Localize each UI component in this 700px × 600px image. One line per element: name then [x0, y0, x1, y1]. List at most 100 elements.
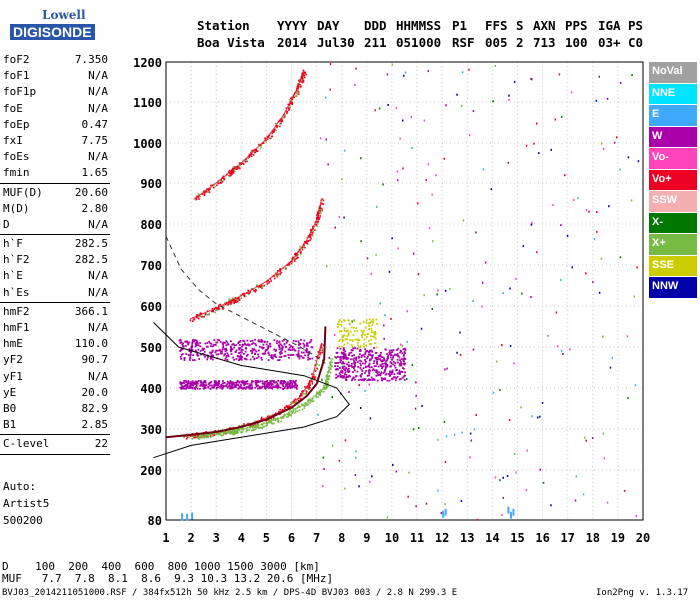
legend-item-ssw: SSW — [649, 191, 697, 212]
spread-f-echo — [402, 357, 405, 360]
spread-f-echo — [255, 357, 258, 360]
trace-echo — [318, 218, 320, 221]
spread-f-echo — [285, 382, 288, 385]
spread-f-echo — [366, 374, 369, 377]
x-tick-label: 3 — [213, 531, 220, 545]
spread-f-echo — [238, 344, 241, 346]
trace-echo — [235, 428, 237, 431]
noise-echo — [425, 502, 428, 505]
spread-f-echo — [340, 370, 342, 373]
spread-f-echo — [389, 365, 392, 368]
x-tick-label: 20 — [636, 531, 650, 545]
trace-echo — [232, 172, 235, 174]
spread-f-echo — [181, 353, 184, 356]
spread-f-echo — [375, 374, 378, 377]
spread-f-echo — [207, 356, 209, 359]
x-tick-label: 16 — [535, 531, 549, 545]
trace-echo — [300, 84, 303, 87]
spread-f-echo — [363, 345, 366, 348]
noise-echo — [423, 294, 425, 297]
trace-echo — [270, 137, 272, 139]
spread-f-echo — [256, 380, 259, 383]
spread-f-echo — [298, 357, 301, 360]
spread-f-echo — [238, 381, 241, 384]
logo-lowell-text: Lowell — [42, 8, 86, 22]
trace-echo — [238, 427, 240, 430]
spread-f-echo — [367, 353, 370, 356]
trace-echo — [233, 428, 236, 431]
trace-echo — [255, 148, 258, 151]
spread-f-echo — [276, 387, 279, 390]
spread-f-echo — [290, 345, 292, 348]
trace-echo — [302, 390, 304, 392]
spread-f-echo — [362, 332, 364, 335]
noise-echo — [334, 226, 337, 229]
noise-echo — [469, 456, 471, 459]
spread-f-echo — [357, 365, 360, 368]
trace-echo — [290, 401, 292, 404]
spread-f-echo — [351, 340, 354, 342]
spread-f-echo — [247, 343, 250, 346]
trace-echo — [269, 137, 271, 140]
trace-echo — [309, 402, 311, 404]
spread-f-echo — [240, 358, 243, 361]
spread-f-echo — [384, 348, 387, 351]
spread-f-echo — [353, 366, 355, 368]
spread-f-echo — [381, 365, 384, 368]
trace-echo — [311, 233, 313, 236]
trace-echo — [228, 169, 231, 172]
spread-f-echo — [270, 383, 272, 386]
spread-f-echo — [371, 356, 373, 359]
trace-echo — [207, 189, 210, 191]
trace-echo — [257, 422, 260, 424]
trace-echo — [206, 435, 209, 438]
spread-f-echo — [361, 334, 363, 336]
spread-f-echo — [375, 365, 377, 368]
trace-echo — [277, 421, 280, 423]
trace-echo — [234, 432, 236, 435]
spread-f-echo — [305, 342, 308, 345]
spread-f-echo — [395, 369, 398, 372]
noise-echo — [585, 272, 587, 275]
trace-echo — [287, 103, 289, 106]
spread-f-echo — [185, 353, 188, 356]
trace-echo — [282, 116, 285, 119]
spread-f-echo — [361, 373, 363, 375]
spread-f-echo — [404, 362, 407, 365]
trace-echo — [291, 260, 293, 263]
x-tick-label: 17 — [560, 531, 574, 545]
spread-f-echo — [259, 340, 262, 343]
spread-f-echo — [229, 385, 232, 388]
spread-f-echo — [364, 333, 367, 336]
spread-f-echo — [184, 345, 187, 347]
spread-f-echo — [367, 351, 370, 353]
spread-f-echo — [257, 355, 260, 358]
spread-f-echo — [379, 372, 382, 375]
spread-f-echo — [204, 342, 207, 345]
trace-echo — [213, 434, 216, 436]
trace-echo — [250, 155, 253, 158]
spread-f-echo — [267, 351, 270, 354]
trace-echo — [279, 413, 281, 416]
trace-echo — [258, 427, 261, 429]
trace-echo — [198, 315, 200, 318]
spread-f-echo — [278, 359, 281, 361]
spread-f-echo — [360, 329, 363, 332]
spread-f-echo — [287, 354, 290, 356]
noise-echo — [598, 291, 601, 294]
trace-echo — [304, 392, 306, 395]
spread-f-echo — [375, 346, 378, 349]
noise-echo — [453, 433, 456, 436]
header-row1-cell: HHMMSS — [396, 18, 442, 33]
spread-f-echo — [302, 342, 305, 345]
legend-item-sse: SSE — [649, 255, 697, 276]
trace-echo — [230, 301, 233, 304]
spread-f-echo — [236, 355, 239, 357]
spread-f-echo — [339, 357, 342, 360]
spread-f-echo — [349, 330, 352, 333]
spread-f-echo — [221, 342, 224, 345]
spread-f-echo — [180, 349, 182, 352]
trace-echo — [305, 390, 308, 393]
spread-f-echo — [195, 342, 198, 345]
trace-echo — [205, 431, 207, 433]
